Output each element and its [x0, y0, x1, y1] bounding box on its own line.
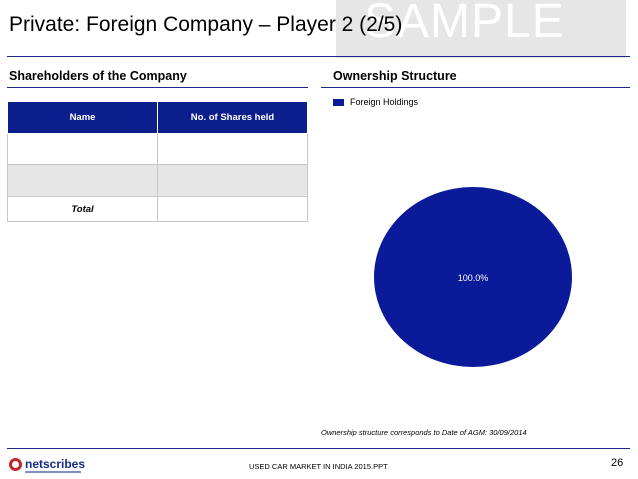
netscribes-logo: netscribes [9, 457, 86, 473]
footer-divider [7, 448, 630, 449]
ownership-note: Ownership structure corresponds to Date … [321, 428, 527, 437]
logo-tagline-bar [25, 471, 81, 473]
title-divider [7, 56, 630, 57]
chart-legend: Foreign Holdings [333, 97, 418, 107]
pie-slice [374, 187, 572, 367]
footer-filename: USED CAR MARKET IN INDIA 2015.PPT [249, 462, 388, 471]
header-shares: No. of Shares held [157, 101, 308, 134]
table-total-row: Total [7, 196, 308, 222]
sample-watermark: SAMPLE [336, 0, 626, 58]
table-row [7, 133, 308, 165]
table-cell [7, 133, 158, 165]
shareholders-heading: Shareholders of the Company [9, 69, 187, 83]
watermark-text: SAMPLE [364, 0, 565, 48]
table-row [7, 164, 308, 197]
ownership-heading: Ownership Structure [333, 69, 457, 83]
table-cell [157, 133, 308, 165]
table-header-row: Name No. of Shares held [7, 101, 308, 134]
shareholders-table: Name No. of Shares held Total [7, 101, 308, 222]
table-cell [7, 164, 158, 197]
ownership-pie-chart: 100.0% [374, 187, 572, 367]
logo-text: netscribes [25, 457, 86, 471]
logo-icon [9, 457, 22, 471]
table-cell [157, 164, 308, 197]
pie-data-label: 100.0% [458, 273, 489, 283]
page-number: 26 [611, 457, 624, 469]
ownership-divider [321, 87, 630, 88]
shareholders-divider [7, 87, 308, 88]
total-label: Total [7, 196, 158, 222]
slide-title: Private: Foreign Company – Player 2 (2/5… [9, 13, 403, 36]
header-name: Name [7, 101, 158, 134]
legend-swatch [333, 98, 344, 106]
legend-label: Foreign Holdings [350, 97, 419, 107]
total-value [157, 196, 308, 222]
